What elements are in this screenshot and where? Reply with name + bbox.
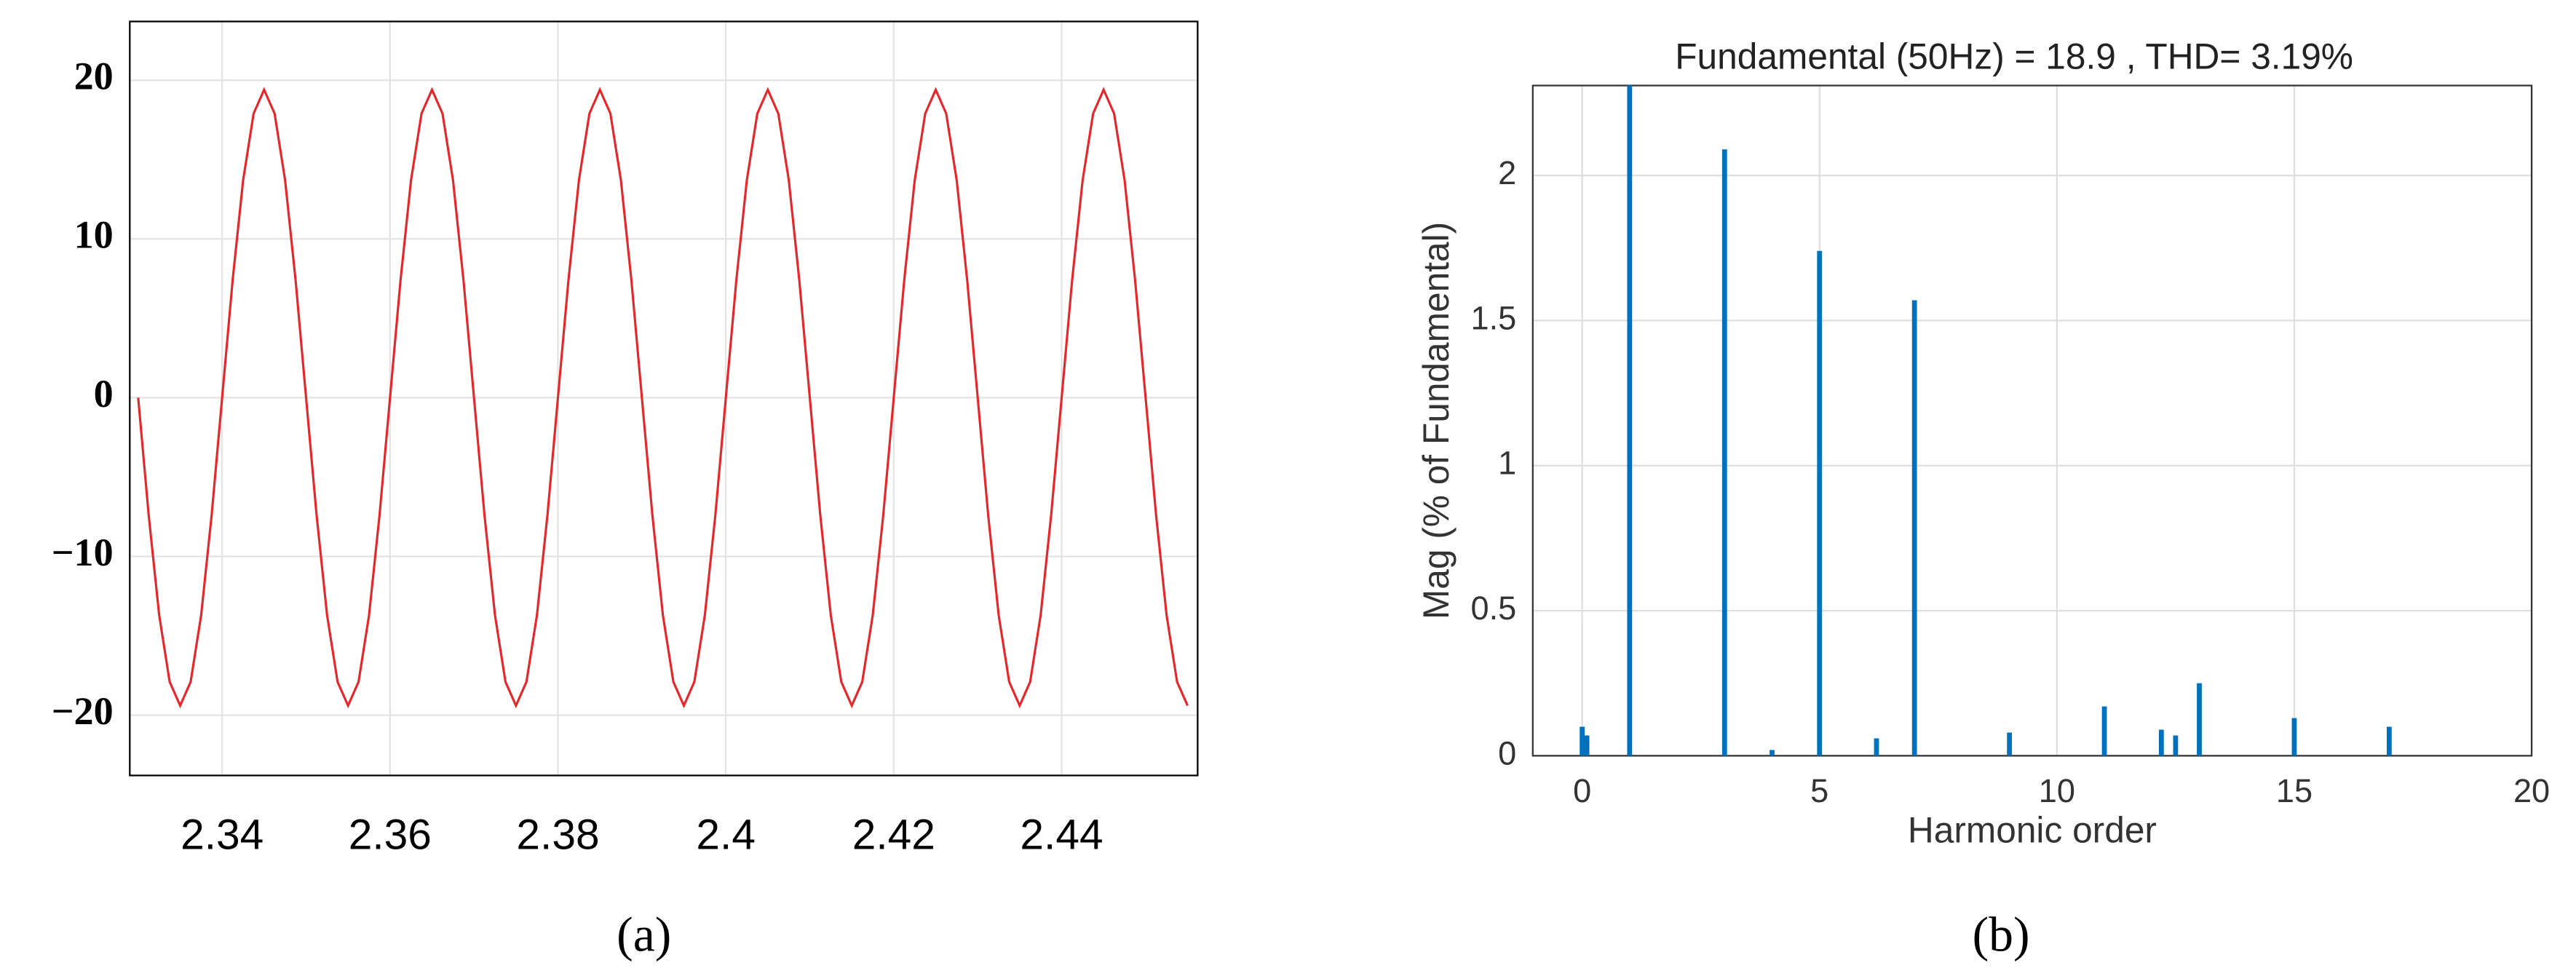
bar	[1817, 250, 1823, 756]
y-tick-label: −10	[52, 531, 114, 574]
y-tick-label: 0	[1498, 734, 1516, 771]
bar	[1721, 149, 1727, 756]
y-tick-label: −20	[52, 689, 114, 733]
bar	[2173, 735, 2179, 756]
x-tick-label: 0	[1573, 772, 1591, 809]
bar	[1580, 726, 1585, 756]
y-tick-label: 0.5	[1470, 590, 1516, 627]
bar	[1874, 738, 1879, 756]
x-tick-label: 2.4	[696, 812, 756, 859]
caption: (b)	[1973, 908, 2030, 962]
x-tick-label: 15	[2276, 772, 2313, 809]
x-axis-label: Harmonic order	[1908, 810, 2157, 851]
x-tick-label: 2.36	[349, 812, 432, 859]
bar	[1911, 300, 1917, 756]
y-axis-label: Mag (% of Fundamental)	[1416, 222, 1457, 619]
x-tick-label: 2.44	[1020, 812, 1103, 859]
plot-frame	[129, 20, 1199, 777]
x-tick-label: 2.34	[181, 812, 263, 859]
bar	[1769, 750, 1775, 756]
y-tick-label: 1.5	[1470, 299, 1516, 336]
y-tick-label: 10	[74, 213, 114, 257]
bar	[2007, 732, 2013, 756]
bar	[2197, 683, 2202, 756]
bar	[2291, 718, 2297, 756]
bar	[2387, 726, 2392, 756]
y-tick-label: 0	[94, 372, 114, 416]
bar	[1627, 85, 1633, 756]
plot-frame	[1531, 84, 2533, 757]
bar	[1584, 735, 1590, 756]
x-tick-label: 2.38	[516, 812, 599, 859]
y-tick-label: 2	[1498, 154, 1516, 191]
x-tick-label: 2.42	[852, 812, 935, 859]
chart-title: Fundamental (50Hz) = 18.9 , THD= 3.19%	[1675, 36, 2353, 77]
bar	[2101, 706, 2107, 756]
bar	[2158, 729, 2164, 756]
x-tick-label: 5	[1810, 772, 1828, 809]
x-tick-label: 10	[2039, 772, 2075, 809]
y-tick-label: 20	[74, 55, 114, 98]
x-tick-label: 20	[2513, 772, 2550, 809]
y-tick-label: 1	[1498, 445, 1516, 482]
caption: (a)	[617, 908, 671, 962]
data-line	[137, 87, 1189, 709]
